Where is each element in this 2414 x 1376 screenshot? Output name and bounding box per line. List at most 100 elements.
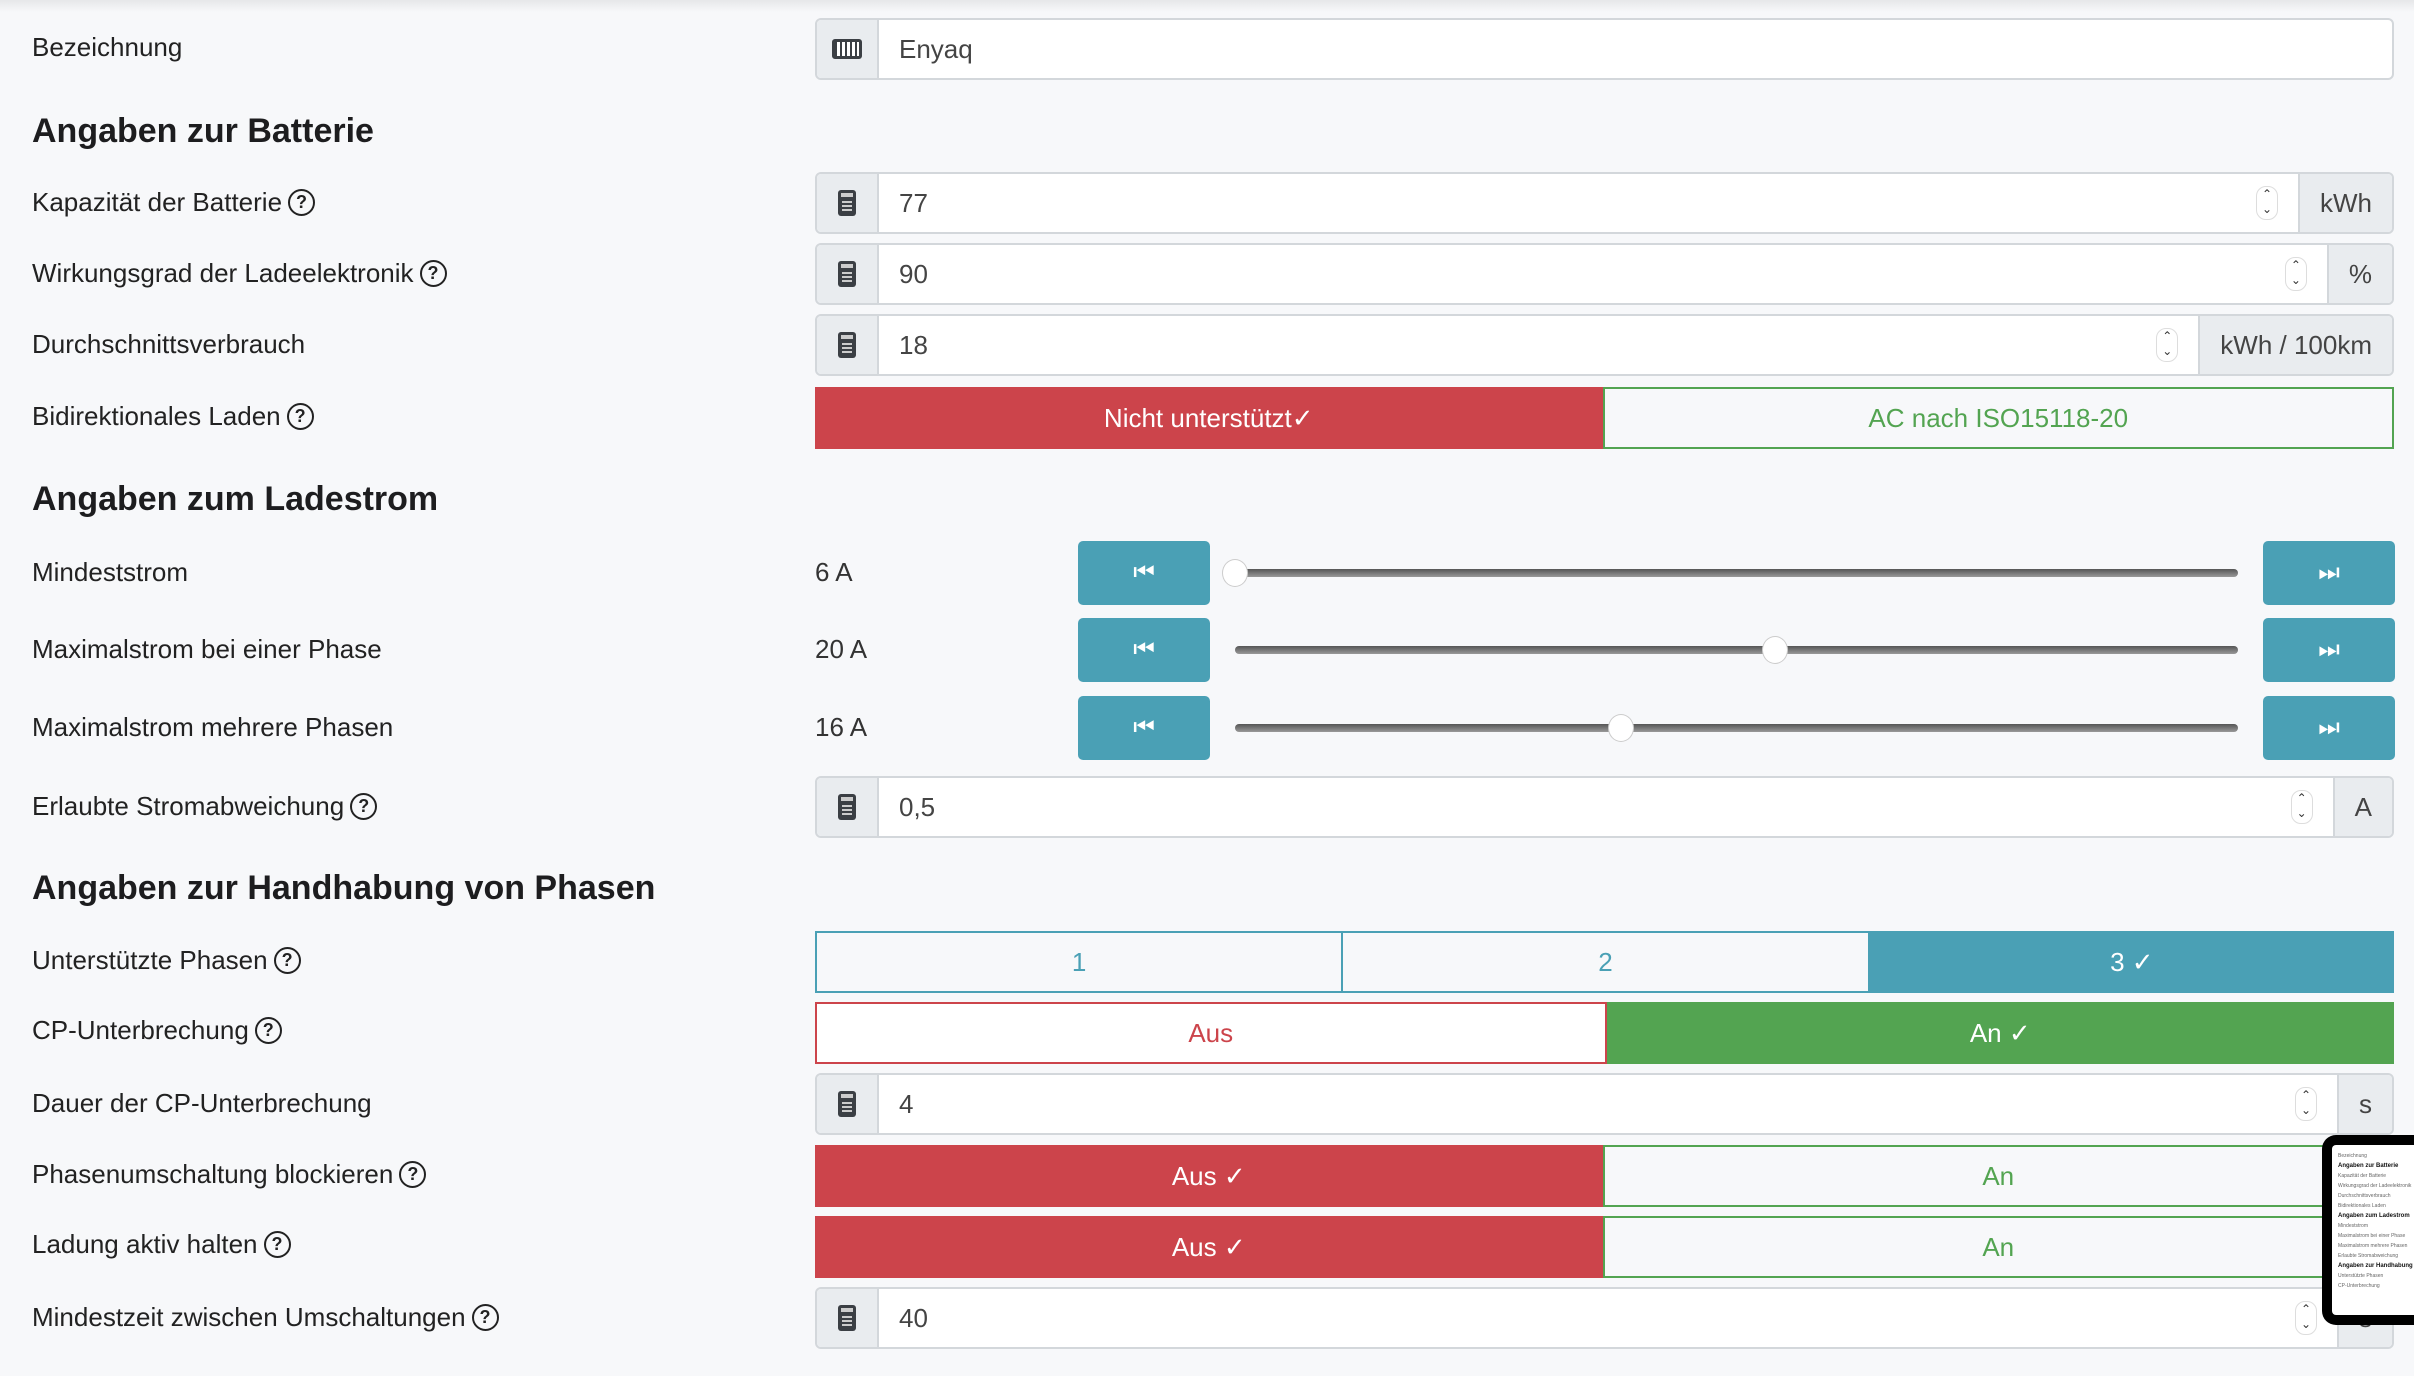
thumbnail-content: Bezeichnung Angaben zur Batterie Kapazit… bbox=[2332, 1145, 2414, 1315]
help-icon[interactable]: ? bbox=[419, 260, 447, 287]
spinner-icon[interactable]: ⌃ ⌄ bbox=[2290, 790, 2313, 824]
spinner-icon[interactable]: ⌃ ⌄ bbox=[2295, 1087, 2317, 1121]
option-1[interactable]: 1 bbox=[815, 931, 1344, 993]
min-current-slider[interactable] bbox=[1222, 559, 2238, 587]
check-icon: ✓ bbox=[1223, 1231, 1246, 1262]
max-button[interactable]: ⏭ bbox=[2263, 696, 2395, 760]
option-on[interactable]: An bbox=[1602, 1145, 2394, 1207]
min-button[interactable]: ⏮ bbox=[1078, 618, 1210, 682]
help-icon[interactable]: ? bbox=[471, 1304, 499, 1331]
label-max-one: Maximalstrom bei einer Phase bbox=[32, 634, 382, 664]
help-icon[interactable]: ? bbox=[254, 1017, 282, 1044]
option-2[interactable]: 2 bbox=[1343, 931, 1870, 993]
label-text: CP-Unterbrechung bbox=[32, 1015, 249, 1045]
top-shadow bbox=[0, 0, 2414, 12]
option-on[interactable]: An bbox=[1602, 1216, 2394, 1278]
check-icon: ✓ bbox=[1291, 402, 1314, 433]
cp-toggle[interactable]: Aus An ✓ bbox=[815, 1002, 2394, 1064]
label-text: Durchschnittsverbrauch bbox=[32, 329, 306, 359]
value: 77 bbox=[899, 187, 928, 218]
phases-toggle[interactable]: 1 2 3 ✓ bbox=[815, 931, 2394, 993]
value: 18 bbox=[899, 329, 928, 360]
min-time-input[interactable]: 40 ⌃ ⌄ bbox=[879, 1289, 2337, 1347]
spinner-icon[interactable]: ⌃ ⌄ bbox=[2256, 186, 2278, 220]
min-time-input-group[interactable]: 40⌃⌄ s bbox=[815, 1287, 2394, 1349]
cp-duration-input[interactable]: 4 ⌃ ⌄ bbox=[879, 1075, 2337, 1133]
option-off[interactable]: Aus bbox=[815, 1002, 1607, 1064]
unit-addon: kWh / 100km bbox=[2198, 316, 2392, 374]
help-icon[interactable]: ? bbox=[399, 1161, 427, 1188]
label-max-multi: Maximalstrom mehrere Phasen bbox=[32, 712, 394, 742]
name-input-group[interactable]: Enyaq bbox=[815, 18, 2394, 80]
min-button[interactable]: ⏮ bbox=[1078, 541, 1210, 605]
label-block-switch: Phasenumschaltung blockieren? bbox=[32, 1159, 427, 1190]
spinner-icon[interactable]: ⌃ ⌄ bbox=[2284, 257, 2307, 291]
consumption-input[interactable]: 18 ⌃ ⌄ bbox=[879, 316, 2198, 374]
help-icon[interactable]: ? bbox=[273, 947, 301, 974]
help-icon[interactable]: ? bbox=[263, 1231, 291, 1258]
skip-back-icon: ⏮ bbox=[1133, 559, 1155, 586]
keep-active-toggle[interactable]: Aus ✓ An bbox=[815, 1216, 2394, 1278]
option-3[interactable]: 3 ✓ bbox=[1869, 931, 2394, 993]
spinner-icon[interactable]: ⌃ ⌄ bbox=[2295, 1301, 2317, 1335]
help-icon[interactable]: ? bbox=[288, 189, 316, 216]
label-cp-duration: Dauer der CP-Unterbrechung bbox=[32, 1088, 372, 1119]
max-button[interactable]: ⏭ bbox=[2263, 618, 2395, 682]
option-off[interactable]: Aus ✓ bbox=[815, 1145, 1603, 1207]
label-keep-active: Ladung aktiv halten? bbox=[32, 1229, 291, 1260]
check-icon: ✓ bbox=[2131, 946, 2154, 977]
max-multi-slider[interactable] bbox=[1235, 714, 2238, 742]
help-icon[interactable]: ? bbox=[350, 793, 378, 820]
capacity-input-group[interactable]: 77 ⌃ ⌄ kWh bbox=[815, 172, 2394, 234]
label-deviation: Erlaubte Stromabweichung? bbox=[32, 791, 378, 822]
label-text: Bidirektionales Laden bbox=[32, 401, 281, 431]
label-text: Phasenumschaltung blockieren bbox=[32, 1159, 394, 1189]
consumption-input-group[interactable]: 18 ⌃ ⌄ kWh / 100km bbox=[815, 314, 2394, 376]
max-one-slider[interactable] bbox=[1235, 636, 2238, 664]
label-min-current: Mindeststrom bbox=[32, 557, 189, 587]
name-input[interactable]: Enyaq bbox=[899, 33, 973, 64]
option-ac-iso[interactable]: AC nach ISO15118-20 bbox=[1602, 387, 2394, 449]
value: 90 bbox=[899, 258, 928, 289]
calculator-icon bbox=[817, 174, 879, 232]
bidi-toggle[interactable]: Nicht unterstützt ✓ AC nach ISO15118-20 bbox=[815, 387, 2394, 449]
efficiency-input[interactable]: 90 ⌃ ⌄ bbox=[879, 245, 2327, 303]
deviation-input[interactable]: 0,5 ⌃ ⌄ bbox=[879, 778, 2333, 836]
unit-addon: % bbox=[2326, 245, 2392, 303]
min-button[interactable]: ⏮ bbox=[1078, 696, 1210, 760]
help-icon[interactable]: ? bbox=[286, 403, 314, 430]
label-text: Dauer der CP-Unterbrechung bbox=[32, 1088, 372, 1118]
capacity-input[interactable]: 77 ⌃ ⌄ bbox=[879, 174, 2298, 232]
heading-current: Angaben zum Ladestrom bbox=[32, 480, 439, 518]
skip-forward-icon: ⏭ bbox=[2318, 636, 2340, 663]
screenshot-thumbnail[interactable]: Bezeichnung Angaben zur Batterie Kapazit… bbox=[2322, 1135, 2414, 1325]
block-switch-toggle[interactable]: Aus ✓ An bbox=[815, 1145, 2394, 1207]
deviation-input-group[interactable]: 0,5 ⌃ ⌄ A bbox=[815, 776, 2394, 838]
label-cp: CP-Unterbrechung? bbox=[32, 1015, 282, 1046]
heading-phases: Angaben zur Handhabung von Phasen bbox=[32, 869, 656, 907]
unit-addon: s bbox=[2337, 1075, 2392, 1133]
spinner-icon[interactable]: ⌃ ⌄ bbox=[2156, 328, 2179, 362]
option-off[interactable]: Aus ✓ bbox=[815, 1216, 1603, 1278]
calculator-icon bbox=[817, 1289, 879, 1347]
value: 40 bbox=[899, 1302, 928, 1333]
label-text: Unterstützte Phasen bbox=[32, 945, 268, 975]
slider-thumb[interactable] bbox=[1607, 714, 1634, 742]
heading-battery: Angaben zur Batterie bbox=[32, 112, 374, 150]
option-on[interactable]: An ✓ bbox=[1606, 1002, 2394, 1064]
unit-addon: A bbox=[2332, 778, 2392, 836]
max-one-value: 20 A bbox=[815, 634, 868, 664]
efficiency-input-group[interactable]: 90 ⌃ ⌄ % bbox=[815, 243, 2394, 305]
label-min-time: Mindestzeit zwischen Umschaltungen? bbox=[32, 1302, 499, 1333]
keyboard-icon bbox=[817, 20, 879, 78]
calculator-icon bbox=[817, 1075, 879, 1133]
value: 0,5 bbox=[899, 791, 936, 822]
slider-thumb[interactable] bbox=[1222, 559, 1248, 587]
option-not-supported[interactable]: Nicht unterstützt ✓ bbox=[815, 387, 1603, 449]
min-current-value: 6 A bbox=[815, 557, 853, 587]
slider-thumb[interactable] bbox=[1762, 636, 1789, 664]
max-button[interactable]: ⏭ bbox=[2263, 541, 2395, 605]
label-name: Bezeichnung bbox=[32, 32, 182, 63]
cp-duration-input-group[interactable]: 4 ⌃ ⌄ s bbox=[815, 1073, 2394, 1135]
label-text: Kapazität der Batterie bbox=[32, 187, 283, 217]
